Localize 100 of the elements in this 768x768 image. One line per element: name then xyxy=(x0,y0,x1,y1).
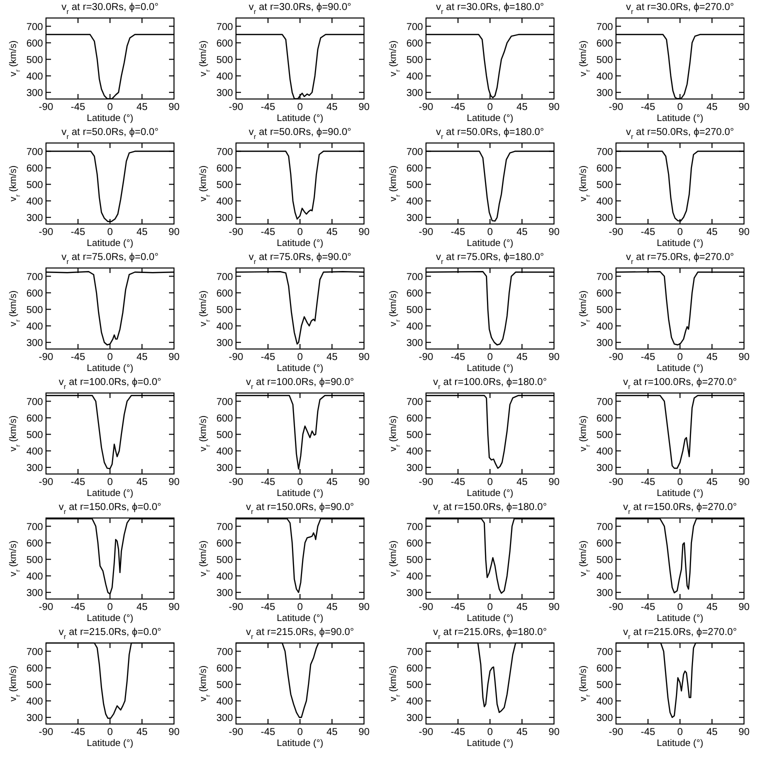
y-tick-label: 600 xyxy=(216,288,234,300)
chart-title: v$_{r}$ at r=150.0Rs, ϕ=0.0° xyxy=(58,502,162,516)
y-tick-label: 700 xyxy=(216,522,234,533)
x-axis-title: Latitude (°) xyxy=(656,113,704,124)
x-axis-title: Latitude (°) xyxy=(656,488,704,499)
y-tick-label: 400 xyxy=(406,571,424,582)
x-tick-label: 0 xyxy=(487,727,494,738)
x-axis-title: Latitude (°) xyxy=(86,113,134,124)
chart-title: v$_{r}$ at r=100.0Rs, ϕ=0.0° xyxy=(58,377,162,390)
y-tick-label: 400 xyxy=(26,571,44,582)
x-tick-label: 45 xyxy=(706,727,718,738)
x-tick-label: -45 xyxy=(450,352,466,363)
x-tick-label: -45 xyxy=(640,102,656,113)
x-tick-label: 45 xyxy=(706,102,718,113)
y-tick-label: 500 xyxy=(26,180,44,191)
x-tick-label: -45 xyxy=(260,352,276,363)
y-tick-label: 700 xyxy=(216,646,234,658)
y-tick-label: 300 xyxy=(596,212,614,224)
y-tick-label: 400 xyxy=(596,446,614,458)
x-axis-title: Latitude (°) xyxy=(466,738,514,749)
chart-title: v$_{r}$ at r=100.0Rs, ϕ=90.0° xyxy=(246,377,354,390)
chart-title: v$_{r}$ at r=150.0Rs, ϕ=270.0° xyxy=(623,502,737,516)
y-tick-label: 600 xyxy=(596,38,614,50)
y-tick-label: 700 xyxy=(596,522,614,533)
y-tick-label: 500 xyxy=(26,54,44,66)
x-tick-label: 90 xyxy=(548,352,560,363)
x-tick-label: 0 xyxy=(677,727,684,738)
y-tick-label: 600 xyxy=(596,663,614,674)
x-tick-label: 90 xyxy=(168,477,180,488)
x-tick-label: -90 xyxy=(228,352,244,363)
x-tick-label: 45 xyxy=(136,602,148,613)
x-tick-label: 45 xyxy=(136,227,148,238)
y-tick-label: 400 xyxy=(406,321,424,332)
x-tick-label: -90 xyxy=(228,227,244,238)
y-tick-label: 600 xyxy=(596,163,614,174)
x-tick-label: 90 xyxy=(358,102,370,113)
x-tick-label: -45 xyxy=(260,727,276,738)
x-tick-label: -45 xyxy=(640,352,656,363)
x-tick-label: 45 xyxy=(706,602,718,613)
chart-title: v$_{r}$ at r=50.0Rs, ϕ=270.0° xyxy=(626,127,734,140)
chart-title: v$_{r}$ at r=150.0Rs, ϕ=90.0° xyxy=(246,502,354,516)
y-tick-label: 600 xyxy=(406,413,424,424)
x-tick-label: -45 xyxy=(70,477,86,488)
y-tick-label: 500 xyxy=(406,54,424,66)
x-tick-label: 45 xyxy=(326,602,338,613)
chart-title: v$_{r}$ at r=30.0Rs, ϕ=90.0° xyxy=(248,2,352,16)
x-tick-label: 45 xyxy=(706,227,718,238)
x-tick-label: 90 xyxy=(738,102,750,113)
y-tick-label: 300 xyxy=(406,88,424,99)
x-tick-label: -90 xyxy=(608,477,624,488)
x-tick-label: 0 xyxy=(107,227,114,238)
x-tick-label: -90 xyxy=(228,727,244,738)
x-axis-title: Latitude (°) xyxy=(466,113,514,124)
y-tick-label: 300 xyxy=(26,462,44,474)
y-tick-label: 400 xyxy=(216,571,234,582)
y-tick-label: 500 xyxy=(596,180,614,191)
x-tick-label: 0 xyxy=(107,602,114,613)
y-tick-label: 400 xyxy=(216,321,234,332)
x-tick-label: -45 xyxy=(450,102,466,113)
x-tick-label: -90 xyxy=(38,727,54,738)
chart-title: v$_{r}$ at r=30.0Rs, ϕ=0.0° xyxy=(62,2,158,16)
x-tick-label: -90 xyxy=(418,602,434,613)
chart-title: v$_{r}$ at r=215.0Rs, ϕ=270.0° xyxy=(623,627,737,640)
x-axis-title: Latitude (°) xyxy=(86,238,134,249)
y-tick-label: 700 xyxy=(596,396,614,408)
x-tick-label: 45 xyxy=(516,477,528,488)
x-tick-label: 0 xyxy=(297,602,304,613)
x-tick-label: 90 xyxy=(168,102,180,113)
y-tick-label: 300 xyxy=(216,212,234,224)
x-axis-title: Latitude (°) xyxy=(466,238,514,249)
x-tick-label: -45 xyxy=(70,227,86,238)
y-tick-label: 600 xyxy=(406,163,424,174)
x-tick-label: -45 xyxy=(260,602,276,613)
x-tick-label: 90 xyxy=(168,727,180,738)
y-tick-label: 600 xyxy=(26,38,44,50)
chart-title: v$_{r}$ at r=75.0Rs, ϕ=270.0° xyxy=(626,252,734,266)
x-tick-label: 45 xyxy=(516,227,528,238)
x-tick-label: -90 xyxy=(38,102,54,113)
x-tick-label: -90 xyxy=(228,102,244,113)
y-tick-label: 600 xyxy=(406,38,424,50)
x-tick-label: -45 xyxy=(260,477,276,488)
x-axis-title: Latitude (°) xyxy=(466,488,514,499)
y-tick-label: 500 xyxy=(26,304,44,316)
x-tick-label: -45 xyxy=(260,227,276,238)
chart-title: v$_{r}$ at r=75.0Rs, ϕ=0.0° xyxy=(62,252,158,266)
y-tick-label: 300 xyxy=(26,88,44,99)
y-tick-label: 400 xyxy=(26,196,44,208)
x-tick-label: 0 xyxy=(297,227,304,238)
x-axis-title: Latitude (°) xyxy=(276,363,324,374)
x-tick-label: 90 xyxy=(548,477,560,488)
y-tick-label: 700 xyxy=(406,146,424,158)
x-tick-label: 0 xyxy=(107,352,114,363)
x-tick-label: 45 xyxy=(136,352,148,363)
x-axis-title: Latitude (°) xyxy=(656,238,704,249)
y-tick-label: 600 xyxy=(26,663,44,674)
x-tick-label: 90 xyxy=(168,602,180,613)
y-tick-label: 300 xyxy=(26,212,44,224)
x-tick-label: -45 xyxy=(70,352,86,363)
x-tick-label: 0 xyxy=(297,102,304,113)
x-tick-label: 90 xyxy=(738,477,750,488)
